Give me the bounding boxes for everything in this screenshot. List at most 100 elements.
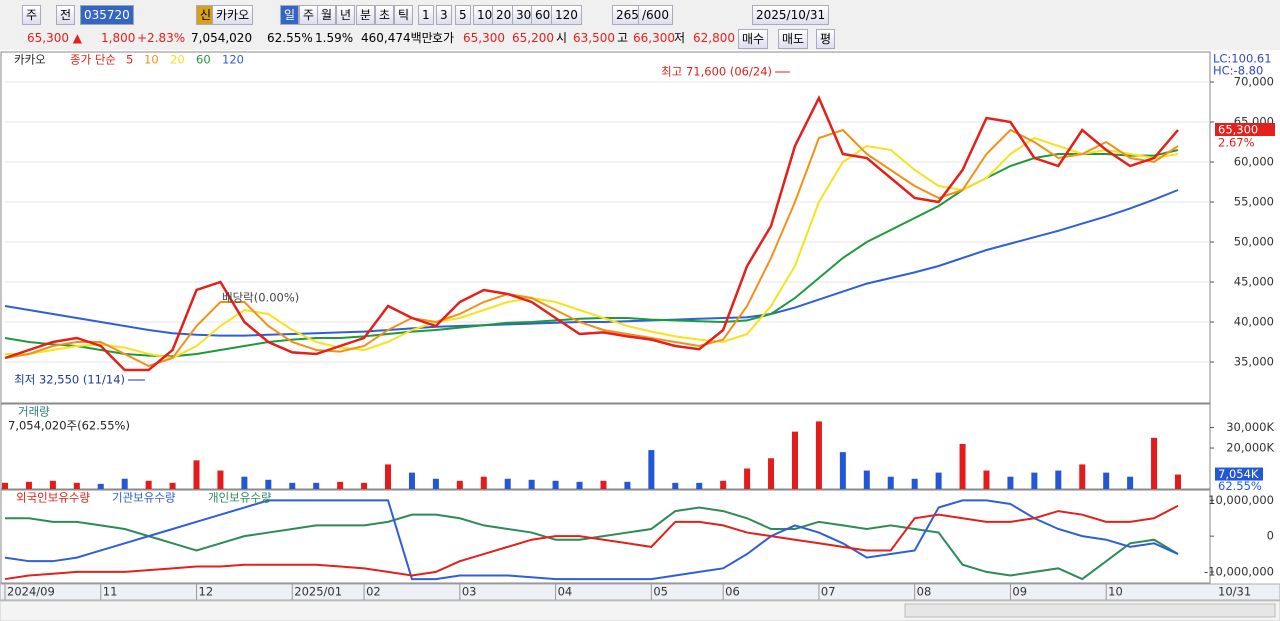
volume-bar — [672, 482, 679, 489]
x-tick-label: 2024/09 — [7, 585, 55, 599]
toolbar-item[interactable]: 매도 — [778, 29, 809, 49]
x-tick-label: 07 — [821, 585, 836, 599]
volume-bar — [624, 481, 631, 489]
series-line — [4, 504, 1179, 581]
volume-bar — [744, 468, 751, 489]
toolbar-item[interactable]: 전 — [56, 5, 76, 25]
toolbar-item[interactable]: /600 — [638, 5, 673, 25]
legend-entry: 개인보유수량 — [208, 491, 272, 505]
toolbar-item[interactable]: 매수 — [738, 29, 769, 49]
volume-bar — [361, 482, 368, 489]
legend-entry: 외국인보유수량 — [16, 491, 90, 505]
x-axis-bar — [0, 583, 1280, 601]
volume-bar — [576, 481, 583, 489]
toolbar-item[interactable]: 035720 — [80, 5, 134, 25]
scroll-thumb — [904, 603, 1276, 618]
panel-border — [0, 51, 1211, 404]
volume-bar — [768, 458, 775, 489]
toolbar-item[interactable]: 저 — [674, 31, 686, 45]
toolbar-item[interactable]: 1.59% — [315, 31, 354, 45]
toolbar-item[interactable]: 62,800 — [693, 31, 735, 45]
x-tick-label: 04 — [558, 585, 573, 599]
legend-entry: 60 — [196, 53, 211, 67]
volume-bar — [1175, 474, 1181, 489]
volume-bar — [2, 482, 8, 489]
toolbar-item[interactable]: 평 — [816, 29, 836, 49]
last-ratio: 62.55% — [1218, 479, 1262, 493]
toolbar-item[interactable]: 65,200 — [512, 31, 554, 45]
x-tick-label: 12 — [199, 585, 214, 599]
toolbar-item[interactable]: 고 — [617, 31, 629, 45]
series-line — [4, 189, 1179, 337]
toolbar-item[interactable]: 1,800 — [101, 31, 136, 45]
x-end-label: 10/31 — [1218, 585, 1251, 599]
toolbar-item[interactable]: 65,300 ▲ — [27, 31, 83, 45]
toolbar-item[interactable]: 460,474백만 — [361, 31, 433, 45]
toolbar-item[interactable]: 시 — [556, 31, 568, 45]
volume-bar — [121, 478, 128, 489]
toolbar-item[interactable]: +2.83% — [137, 31, 186, 45]
x-tick-label: 06 — [725, 585, 740, 599]
x-tick-label: 03 — [462, 585, 477, 599]
toolbar-item[interactable]: 일 — [280, 5, 300, 25]
y-tick-label: 0 — [1267, 529, 1274, 543]
toolbar-item[interactable]: 66,300 — [633, 31, 675, 45]
volume-bar — [145, 480, 152, 489]
toolbar-item[interactable]: 65,300 — [463, 31, 505, 45]
toolbar-item[interactable]: 주 — [22, 5, 42, 25]
volume-bar — [432, 478, 439, 489]
y-tick-label: 40,000 — [1234, 315, 1274, 329]
toolbar-item[interactable]: 초 — [375, 5, 395, 25]
axis-note: HC:-8.80 — [1213, 64, 1263, 78]
toolbar-item[interactable]: 5 — [455, 5, 471, 25]
toolbar-item[interactable]: 카카오 — [212, 5, 254, 25]
price-box — [1215, 123, 1275, 136]
toolbar-item[interactable]: 63,500 — [573, 31, 615, 45]
toolbar-item[interactable]: 1 — [418, 5, 434, 25]
last-change: 2.67% — [1218, 136, 1255, 150]
y-tick-label: 20,000K — [1226, 441, 1274, 455]
volume-bar — [696, 482, 703, 489]
annotation: 최고 71,600 (06/24) — [661, 65, 772, 79]
series-line — [5, 136, 1179, 360]
volume-bar — [648, 450, 655, 489]
legend-entry: 5 — [126, 53, 133, 67]
volume-bar — [169, 482, 176, 489]
y-tick-label: 45,000 — [1234, 275, 1274, 289]
volume-bar — [791, 431, 798, 489]
axis-note: LC:100.61 — [1213, 52, 1272, 66]
legend-entry: 20 — [170, 53, 185, 67]
toolbar-item[interactable]: 3 — [436, 5, 452, 25]
x-tick-label: 02 — [366, 585, 381, 599]
series-line — [4, 128, 1179, 368]
y-tick-label: 35,000 — [1234, 355, 1274, 369]
annotation: 최저 32,550 (11/14) — [14, 373, 125, 387]
volume-bar — [1151, 437, 1158, 489]
volume-bar — [1055, 470, 1062, 489]
volume-bar — [337, 481, 344, 489]
toolbar-item[interactable]: 62.55% — [267, 31, 313, 45]
toolbar-item[interactable]: 7,054,020 — [191, 31, 253, 45]
toolbar-item[interactable]: 주 — [299, 5, 319, 25]
volume-bar — [1007, 476, 1014, 489]
toolbar-item[interactable]: 월 — [317, 5, 337, 25]
toolbar-item[interactable]: 265 — [612, 5, 643, 25]
volume-bar — [1031, 472, 1038, 489]
toolbar-item[interactable]: 120 — [551, 5, 582, 25]
volume-bar — [552, 480, 559, 489]
toolbar-item[interactable]: 틱 — [394, 5, 414, 25]
toolbar-item[interactable]: 10 — [473, 5, 497, 25]
panel-subtitle: 7,054,020주(62.55%) — [8, 419, 130, 433]
volume-bar — [839, 452, 846, 489]
toolbar-item[interactable]: 2025/10/31 — [752, 5, 830, 25]
legend-entry: 120 — [222, 53, 244, 67]
toolbar-item[interactable]: 20 — [492, 5, 516, 25]
legend-title: 종가 단순 — [70, 53, 116, 67]
toolbar-item[interactable]: 분 — [356, 5, 376, 25]
toolbar-item[interactable]: 년 — [336, 5, 356, 25]
series-line — [4, 499, 1179, 581]
volume-bar — [480, 476, 487, 489]
toolbar-item[interactable]: 호가 — [432, 31, 455, 45]
volume-bar — [265, 479, 272, 489]
